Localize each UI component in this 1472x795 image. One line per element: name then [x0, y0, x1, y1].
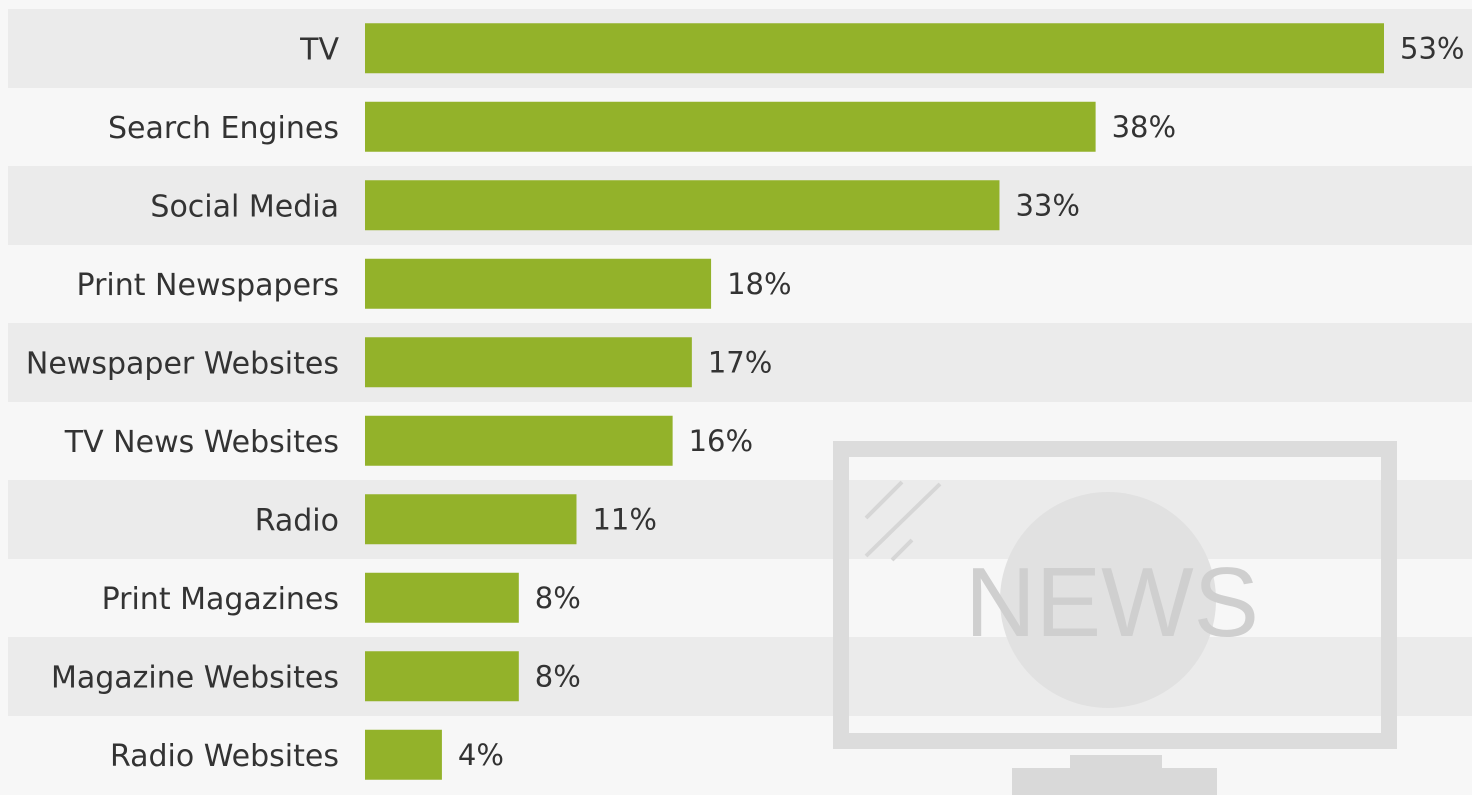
- category-label: Newspaper Websites: [26, 346, 339, 381]
- value-label: 38%: [1112, 110, 1176, 144]
- category-label: Print Newspapers: [77, 268, 340, 303]
- category-label: Radio: [255, 503, 339, 538]
- category-label: Search Engines: [108, 111, 339, 146]
- value-label: 53%: [1400, 31, 1464, 65]
- bar: [365, 337, 692, 388]
- bar: [365, 415, 673, 466]
- value-label: 16%: [689, 424, 753, 458]
- value-label: 4%: [458, 738, 504, 772]
- category-label: Print Magazines: [102, 582, 339, 617]
- bar: [365, 258, 712, 309]
- screen-circle: [1000, 492, 1216, 708]
- value-label: 8%: [535, 659, 581, 693]
- row-band: [8, 480, 1472, 559]
- screen-news-text: NEWS: [965, 547, 1259, 657]
- row-band: [8, 323, 1472, 402]
- category-label: Magazine Websites: [51, 660, 339, 695]
- value-label: 8%: [535, 581, 581, 615]
- bar: [365, 180, 1000, 231]
- row-band: [8, 637, 1472, 716]
- bar: [365, 494, 577, 545]
- bar: [365, 729, 442, 780]
- value-label: 33%: [1015, 188, 1079, 222]
- bar: [365, 101, 1096, 152]
- value-label: 17%: [708, 345, 772, 379]
- category-label: TV News Websites: [64, 425, 339, 460]
- bar: [365, 23, 1384, 74]
- value-label: 11%: [592, 502, 656, 536]
- tv-neck: [1070, 755, 1162, 769]
- value-label: 18%: [727, 267, 791, 301]
- tv-screen-frame: [833, 441, 1397, 749]
- category-label: Radio Websites: [110, 739, 339, 774]
- category-label: Social Media: [150, 189, 339, 224]
- tv-stand: [1012, 768, 1217, 795]
- bar: [365, 572, 519, 623]
- screen-glare: [864, 480, 942, 562]
- bar: [365, 651, 519, 702]
- category-label: TV: [299, 32, 339, 67]
